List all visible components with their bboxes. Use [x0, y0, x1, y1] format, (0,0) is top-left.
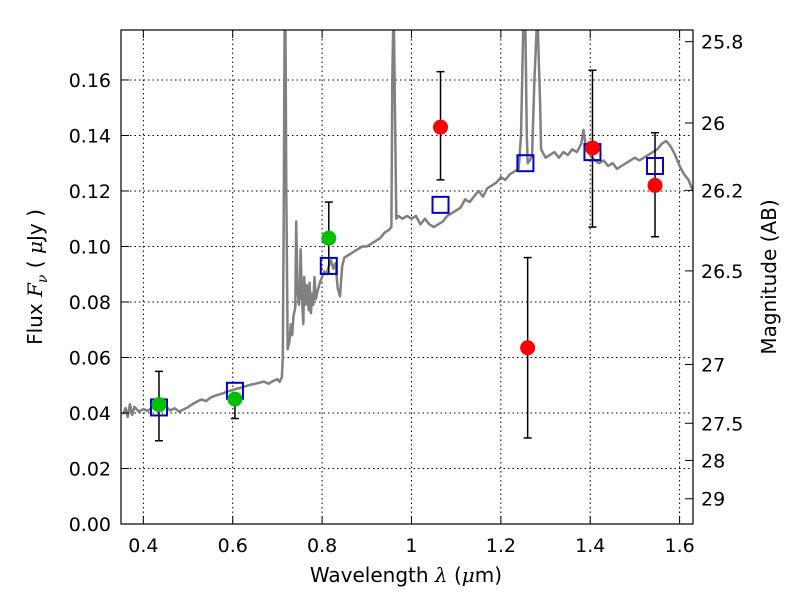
- model-spectrum-line: [122, 30, 693, 419]
- optical-data-point: [321, 230, 337, 246]
- y-tick-label: 0.00: [69, 514, 111, 536]
- y2-tick-label: 28: [701, 450, 725, 472]
- marker-layer: [149, 69, 665, 442]
- x-tick-label: 1.6: [664, 535, 694, 557]
- nir-data-point: [433, 119, 449, 135]
- model-photometry-square: [431, 195, 450, 214]
- plot-frame: [120, 29, 694, 525]
- y2-tick-label: 26.2: [701, 180, 743, 202]
- nir-data-point: [584, 140, 600, 156]
- optical-data-point: [151, 397, 167, 413]
- y-tick-label: 0.04: [69, 403, 111, 425]
- y2-tick-label: 27.5: [701, 413, 743, 435]
- nir-data-point: [520, 340, 536, 356]
- x-tick-label: 0.8: [307, 535, 337, 557]
- y2-tick-label: 29: [701, 489, 725, 511]
- nir-data-point: [647, 177, 663, 193]
- y-tick-label: 0.06: [69, 347, 111, 369]
- model-photometry-square: [319, 256, 338, 275]
- plot-area: [121, 30, 693, 524]
- x-tick-label: 1: [405, 535, 417, 557]
- y-tick-label: 0.12: [69, 181, 111, 203]
- x-tick-label: 1.2: [486, 535, 516, 557]
- y2-axis-label: Magnitude (AB): [757, 199, 781, 354]
- optical-data-point: [227, 391, 243, 407]
- x-tick-label: 1.4: [575, 535, 605, 557]
- x-axis-label: Wavelength λ (μm): [310, 563, 502, 587]
- y-tick-label: 0.14: [69, 125, 111, 147]
- axes: 0.4 0.6 0.8 1 1.2 1.4 1.6 0.00 0.02 0.04 0.06 0.08 0…: [69, 30, 743, 557]
- x-tick-label: 0.6: [218, 535, 248, 557]
- y-axis-label: Flux Fν ( μJy ): [23, 209, 51, 345]
- model-photometry-square: [516, 154, 535, 173]
- data-layer: [122, 30, 693, 419]
- y-tick-label: 0.16: [69, 70, 111, 92]
- y-tick-label: 0.10: [69, 236, 111, 258]
- y2-tick-label: 26: [701, 113, 725, 135]
- y2-tick-label: 27: [701, 354, 725, 376]
- x-tick-label: 0.4: [128, 535, 158, 557]
- model-photometry-square: [646, 156, 665, 175]
- y-tick-label: 0.02: [69, 458, 111, 480]
- y-tick-label: 0.08: [69, 292, 111, 314]
- y2-tick-label: 25.8: [701, 32, 743, 54]
- y2-tick-label: 26.5: [701, 261, 743, 283]
